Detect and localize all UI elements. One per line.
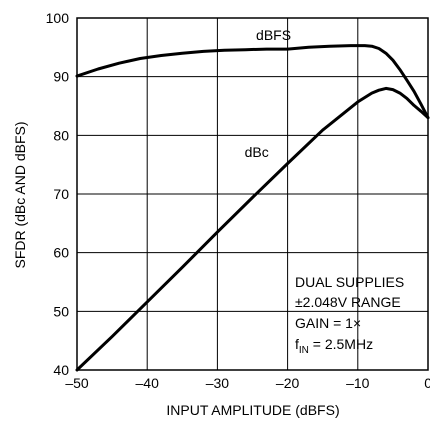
y-tick-label: 80 — [53, 127, 69, 143]
series-label-dbfs: dBFS — [256, 27, 291, 43]
tick-labels: –50 –40 –30 –20 –10 0 40 50 60 70 80 90 100 — [46, 10, 430, 391]
series-layer — [75, 44, 430, 372]
y-axis-title: SFDR (dBc AND dBFS) — [12, 121, 28, 268]
annotation-line-2: ±2.048V RANGE — [295, 294, 401, 310]
conditions-annotation: DUAL SUPPLIES ±2.048V RANGE GAIN = 1× fI… — [295, 274, 404, 356]
x-tick-label: 0 — [424, 375, 430, 391]
series-label-dbc: dBc — [245, 144, 269, 160]
annotation-frequency: = 2.5MHz — [309, 336, 373, 352]
y-tick-label: 50 — [53, 303, 69, 319]
y-tick-label: 40 — [53, 362, 69, 378]
plot-frame — [76, 17, 429, 371]
x-tick-label: –30 — [206, 375, 230, 391]
x-axis-title: INPUT AMPLITUDE (dBFS) — [166, 402, 339, 418]
annotation-line-3: GAIN = 1× — [295, 315, 361, 331]
x-tick-label: –40 — [136, 375, 160, 391]
annotation-line-4: fIN = 2.5MHz — [295, 336, 373, 356]
series-line-dbfs — [75, 44, 430, 120]
x-tick-label: –10 — [346, 375, 370, 391]
x-tick-label: –50 — [65, 375, 89, 391]
annotation-line-1: DUAL SUPPLIES — [295, 274, 404, 290]
y-tick-label: 90 — [53, 69, 69, 85]
y-tick-label: 70 — [53, 186, 69, 202]
y-tick-label: 100 — [46, 10, 70, 26]
x-tick-label: –20 — [276, 375, 300, 391]
annotation-f-symbol: f — [295, 336, 299, 352]
y-tick-label: 60 — [53, 245, 69, 261]
annotation-subscript-in: IN — [299, 345, 309, 356]
series-line-dbc — [75, 86, 430, 372]
